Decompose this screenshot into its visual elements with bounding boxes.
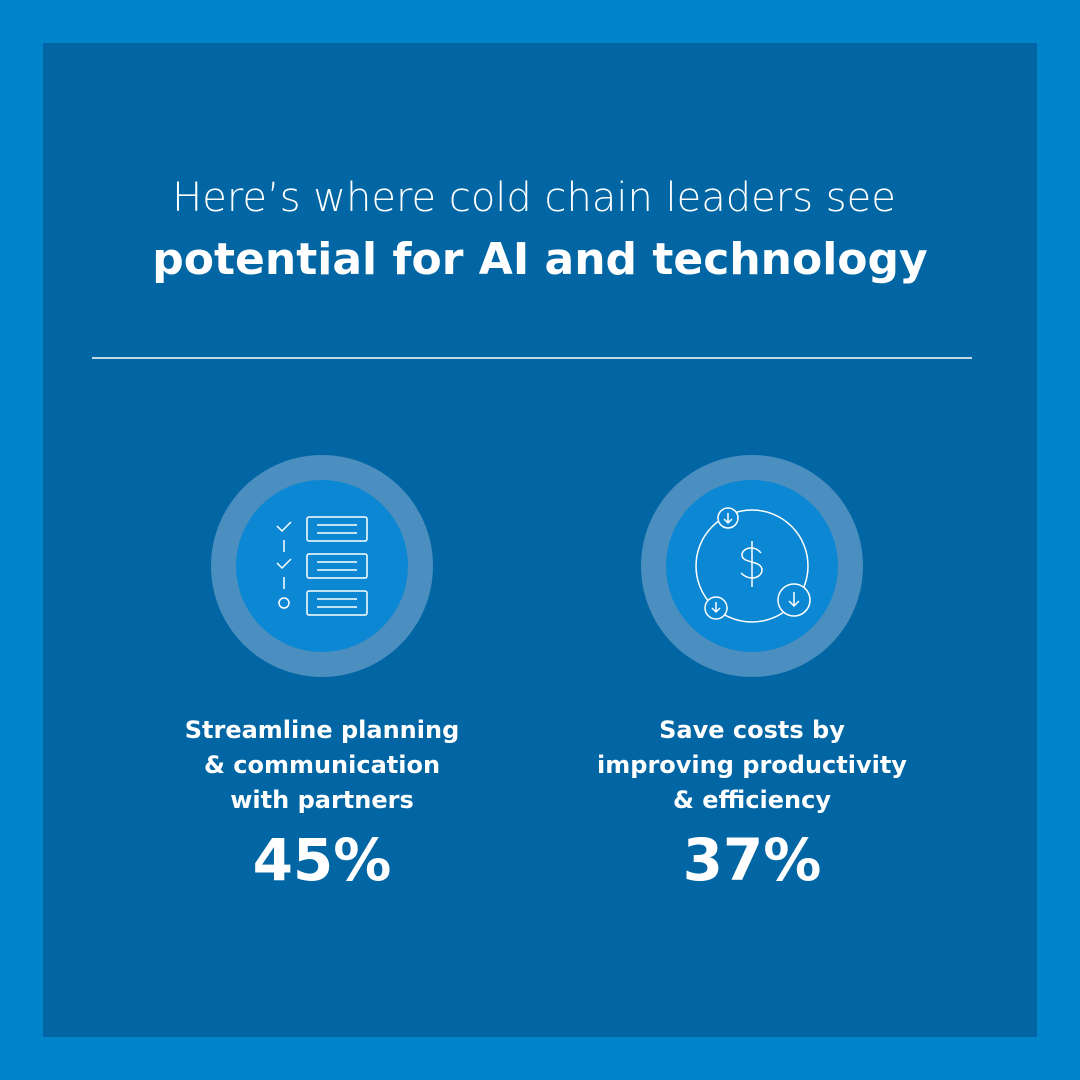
stat-label: Save costs by bbox=[659, 716, 845, 744]
icon-costs bbox=[641, 455, 863, 677]
icon-planning bbox=[211, 455, 433, 677]
title-line-bold: potential for AI and technology bbox=[152, 234, 927, 285]
title-line: Here’s where cold chain leaders see bbox=[172, 175, 896, 221]
stat-label: improving productivity bbox=[597, 751, 907, 779]
stat-label: Streamline planning bbox=[185, 716, 460, 744]
stats: Streamline planning & communication with p… bbox=[185, 716, 908, 894]
stat-label: with partners bbox=[230, 786, 413, 814]
stat-label: & efficiency bbox=[673, 786, 831, 814]
stat-value: 45% bbox=[253, 826, 392, 894]
panel bbox=[43, 43, 1037, 1037]
stat-label: & communication bbox=[204, 751, 440, 779]
stat-value: 37% bbox=[683, 826, 822, 894]
